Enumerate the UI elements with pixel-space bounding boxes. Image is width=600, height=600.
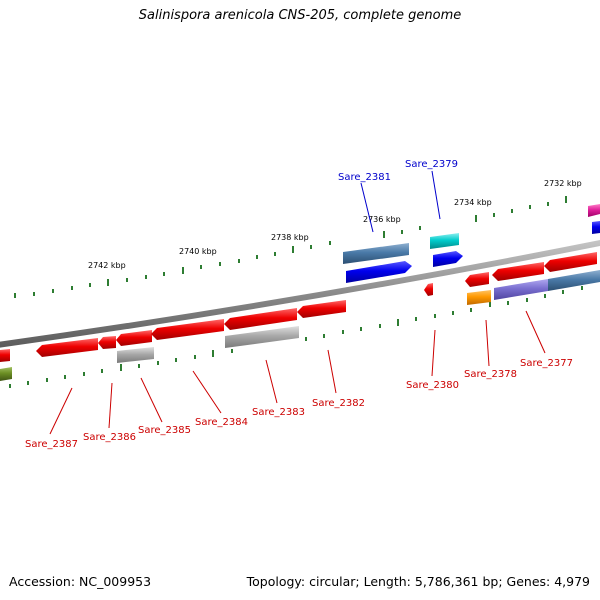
gene-arrow [492,262,544,281]
genome-summary-text: Topology: circular; Length: 5,786,361 bp… [246,574,590,589]
inner-tick-track [9,286,583,388]
gene-arrow [297,300,346,318]
gene-label-reverse[interactable]: Sare_2387 [25,439,78,450]
gene-label-reverse[interactable]: Sare_2385 [138,425,191,436]
scale-tick-label: 2742 kbp [88,261,126,270]
gene-arrow [225,326,299,348]
gene-arrow [116,330,152,346]
gene-arrow [592,221,600,234]
gene-arrow [467,290,491,305]
gene-arrow [544,252,597,272]
gene-arrow [465,272,489,287]
scale-tick-label: 2740 kbp [179,247,217,256]
gene-arrow [0,367,12,381]
scale-tick-label: 2738 kbp [271,233,309,242]
gene-arrow [36,338,98,357]
scale-tick-label: 2732 kbp [544,179,582,188]
gene-arrow [346,261,412,283]
gene-arrow [0,349,10,362]
scale-labels: 2732 kbp 2734 kbp 2736 kbp 2738 kbp 2740… [88,179,582,270]
gene-label-reverse[interactable]: Sare_2378 [464,369,517,380]
genome-backbone [0,239,600,348]
gene-label-reverse[interactable]: Sare_2380 [406,380,459,391]
gene-label-reverse[interactable]: Sare_2386 [83,432,136,443]
gene-arrow [548,270,600,291]
gene-arrow [151,319,224,340]
gene-label-forward[interactable]: Sare_2379 [405,159,458,170]
outer-tick-track [14,196,567,298]
gene-arrow [430,233,459,249]
forward-gene-labels: Sare_2381 Sare_2379 [338,159,458,233]
gene-label-reverse[interactable]: Sare_2382 [312,398,365,409]
reverse-genes [0,252,600,381]
reverse-gene-labels [49,310,546,435]
gene-label-reverse[interactable]: Sare_2377 [520,358,573,369]
gene-arrow [424,283,433,296]
gene-arrow [117,347,154,363]
map-title: Salinispora arenicola CNS-205, complete … [138,8,462,23]
scale-tick-label: 2736 kbp [363,215,401,224]
gene-arrow [494,279,548,300]
gene-arrow [224,308,297,330]
gene-label-reverse[interactable]: Sare_2384 [195,417,248,428]
gene-arrow [588,204,600,217]
gene-arrow [98,336,116,349]
gene-arrow [343,243,409,264]
scale-tick-label: 2734 kbp [454,198,492,207]
gene-arrow [433,251,463,267]
accession-text: Accession: NC_009953 [9,574,152,589]
gene-label-reverse[interactable]: Sare_2383 [252,407,305,418]
forward-genes [343,204,600,283]
gene-label-forward[interactable]: Sare_2381 [338,172,391,183]
